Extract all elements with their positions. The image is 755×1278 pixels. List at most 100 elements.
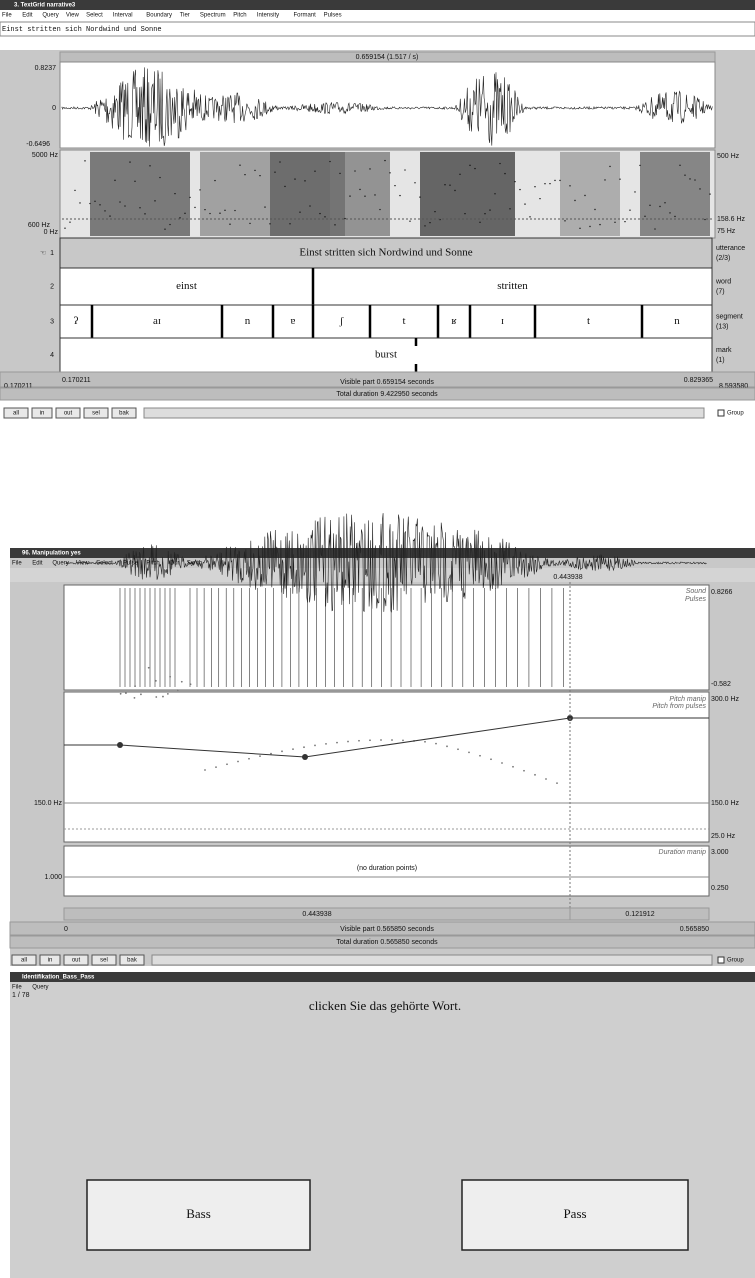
menu-item[interactable]: Spectrum (200, 13, 226, 19)
formant-dot (89, 203, 90, 204)
interval-label[interactable]: einst (176, 280, 197, 292)
formant-dot (419, 196, 420, 197)
spectrogram-band (200, 152, 270, 236)
interval-label[interactable]: t (402, 315, 405, 327)
interval-label[interactable]: ʁ (451, 315, 457, 327)
pulse-pitch-dot (259, 755, 261, 757)
menu-item[interactable]: Query (42, 13, 58, 19)
tier-number: 4 (50, 352, 54, 359)
interval-label[interactable]: burst (375, 349, 397, 361)
menu-item[interactable]: View (76, 561, 90, 567)
pulse-pitch-dot (181, 681, 183, 683)
formant-dot (374, 194, 375, 195)
menu-item[interactable]: Pitch (233, 13, 246, 19)
checkbox[interactable] (718, 410, 724, 416)
interval-label[interactable]: n (674, 315, 680, 327)
interval-label[interactable]: Einst stritten sich Nordwind und Sonne (299, 247, 472, 259)
formant-dot (129, 161, 130, 162)
checkbox[interactable] (718, 957, 724, 963)
formant-dot (234, 210, 235, 211)
menu-item[interactable]: Dur (170, 561, 180, 567)
formant-dot (514, 181, 515, 182)
tier-number: 3 (50, 318, 54, 325)
menu-item[interactable]: View (66, 13, 80, 19)
pulse-pitch-dot (292, 748, 294, 750)
formant-dot (584, 195, 585, 196)
formant-dot (454, 190, 455, 191)
pulse-pitch-dot (556, 782, 558, 784)
formant-dot (529, 216, 530, 217)
menu-item[interactable]: Pitch (146, 561, 159, 567)
formant-dot (494, 193, 495, 194)
pulse-pitch-dot (303, 746, 305, 748)
menu-item[interactable]: Query (32, 985, 48, 991)
total-duration: Total duration 9.422950 seconds (336, 391, 438, 398)
formant-dot (209, 213, 210, 214)
menu-item[interactable]: File (12, 985, 22, 991)
tier-count: (7) (716, 288, 725, 295)
formant-dot (369, 168, 370, 169)
formant-dot (624, 221, 625, 222)
pulse-pitch-dot (391, 739, 393, 741)
interval-label[interactable]: stritten (497, 280, 528, 292)
menu-item[interactable]: Pulses (324, 13, 342, 19)
choice-label: Pass (563, 1206, 586, 1221)
tier-name: segment (716, 313, 743, 320)
interval-label[interactable]: ʔ (74, 315, 79, 327)
pitch-manip-label: Pitch manip (669, 696, 706, 703)
formant-dot (269, 223, 270, 224)
formant-dot (64, 228, 65, 229)
formant-dot (204, 209, 205, 210)
menu-item[interactable]: Select (96, 561, 113, 567)
formant-dot (69, 221, 70, 222)
menu-item[interactable]: Intensity (257, 13, 279, 19)
tier-number: 2 (50, 283, 54, 290)
pitch-point[interactable] (117, 742, 123, 748)
pulse-pitch-dot (120, 693, 122, 695)
formant-dot (394, 185, 395, 186)
menu-item[interactable]: Pulse (123, 561, 139, 567)
menu-item[interactable]: Interval (113, 13, 133, 19)
interval-label[interactable]: ɐ (291, 315, 296, 327)
menu-item[interactable]: File (2, 13, 12, 19)
pitch-pulses-label: Pitch from pulses (652, 703, 706, 710)
formant-dot (259, 175, 260, 176)
formant-dot (264, 206, 265, 207)
pulse-pitch-dot (424, 741, 426, 743)
interval-label[interactable]: n (245, 315, 251, 327)
menu-item[interactable]: Query (52, 561, 68, 567)
interval-label[interactable]: ɪ (501, 315, 504, 327)
pulse-pitch-dot (169, 676, 171, 678)
formant-dot (499, 163, 500, 164)
pulse-pitch-dot (140, 693, 142, 695)
formant-dot (104, 210, 105, 211)
menu-item[interactable]: Formant (294, 13, 317, 19)
visible-left: 0 (64, 926, 68, 933)
menu-item[interactable]: Tier (180, 13, 190, 19)
menu-item[interactable]: Edit (22, 13, 33, 19)
interval-label[interactable]: t (587, 315, 590, 327)
menu-item[interactable]: Boundary (146, 13, 172, 19)
tier[interactable] (60, 268, 712, 305)
formant-dot (504, 173, 505, 174)
scrollbar[interactable] (152, 955, 712, 965)
duration-label: Duration manip (659, 849, 707, 856)
formant-dot (664, 202, 665, 203)
menu-item[interactable]: File (12, 561, 22, 567)
interval-label[interactable]: aɪ (153, 315, 161, 327)
formant-dot (284, 186, 285, 187)
pitch-point[interactable] (302, 754, 308, 760)
formant-dot (689, 178, 690, 179)
formant-dot (554, 180, 555, 181)
scrollbar[interactable] (144, 408, 704, 418)
formant-dot (704, 219, 705, 220)
pulse-pitch-dot (167, 693, 169, 695)
menu-item[interactable]: Edit (32, 561, 43, 567)
interval-label[interactable]: ʃ (339, 315, 344, 327)
formant-dot (469, 165, 470, 166)
menu-item[interactable]: Select (86, 13, 103, 19)
formant-dot (229, 224, 230, 225)
formant-dot (424, 225, 425, 226)
menu-item[interactable]: Synth (187, 561, 202, 567)
pulse-pitch-dot (148, 667, 150, 669)
